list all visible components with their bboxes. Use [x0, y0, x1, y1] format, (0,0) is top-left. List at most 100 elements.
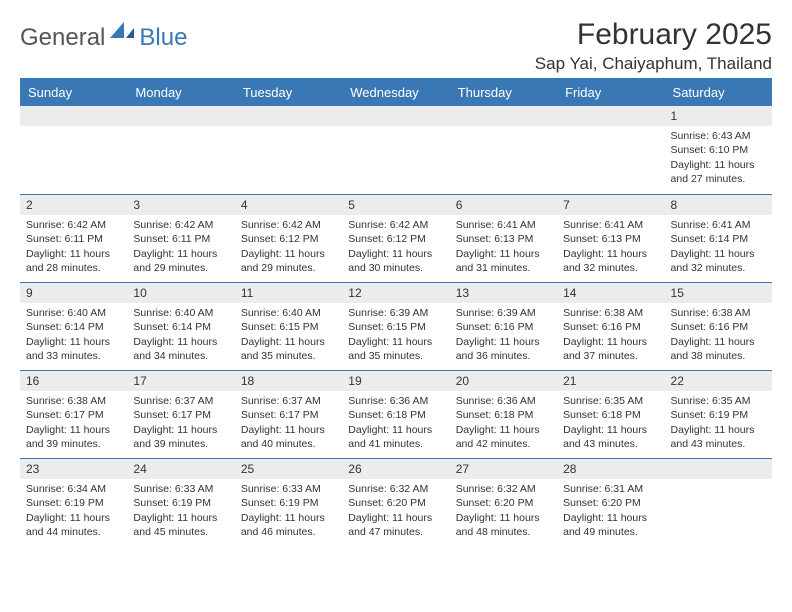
daylight-text: Daylight: 11 hours and 34 minutes. [133, 335, 228, 363]
calendar-cell-empty [557, 106, 664, 194]
calendar-cell-empty [20, 106, 127, 194]
location-text: Sap Yai, Chaiyaphum, Thailand [535, 54, 772, 74]
sunset-text: Sunset: 6:18 PM [348, 408, 443, 422]
cell-body: Sunrise: 6:35 AMSunset: 6:19 PMDaylight:… [665, 391, 772, 455]
day-number [20, 106, 127, 126]
sunrise-text: Sunrise: 6:32 AM [348, 482, 443, 496]
weeks-container: 1Sunrise: 6:43 AMSunset: 6:10 PMDaylight… [20, 106, 772, 546]
daylight-text: Daylight: 11 hours and 29 minutes. [133, 247, 228, 275]
cell-body: Sunrise: 6:42 AMSunset: 6:11 PMDaylight:… [20, 215, 127, 279]
daylight-text: Daylight: 11 hours and 49 minutes. [563, 511, 658, 539]
day-header-row: SundayMondayTuesdayWednesdayThursdayFrid… [20, 80, 772, 106]
sunset-text: Sunset: 6:17 PM [241, 408, 336, 422]
daylight-text: Daylight: 11 hours and 41 minutes. [348, 423, 443, 451]
day-number: 5 [342, 194, 449, 215]
sunrise-text: Sunrise: 6:32 AM [456, 482, 551, 496]
sunset-text: Sunset: 6:19 PM [133, 496, 228, 510]
calendar-cell: 2Sunrise: 6:42 AMSunset: 6:11 PMDaylight… [20, 194, 127, 282]
day-header: Monday [127, 80, 234, 106]
calendar-cell: 14Sunrise: 6:38 AMSunset: 6:16 PMDayligh… [557, 282, 664, 370]
logo-text-blue: Blue [139, 24, 187, 52]
daylight-text: Daylight: 11 hours and 43 minutes. [563, 423, 658, 451]
sunset-text: Sunset: 6:13 PM [456, 232, 551, 246]
day-number: 12 [342, 282, 449, 303]
sunset-text: Sunset: 6:20 PM [563, 496, 658, 510]
calendar-cell: 3Sunrise: 6:42 AMSunset: 6:11 PMDaylight… [127, 194, 234, 282]
cell-body: Sunrise: 6:40 AMSunset: 6:14 PMDaylight:… [127, 303, 234, 367]
calendar-cell: 11Sunrise: 6:40 AMSunset: 6:15 PMDayligh… [235, 282, 342, 370]
day-number [235, 106, 342, 126]
sunset-text: Sunset: 6:18 PM [456, 408, 551, 422]
calendar-cell: 19 Sunrise: 6:36 AMSunset: 6:18 PMDayligh… [342, 370, 449, 458]
sunset-text: Sunset: 6:14 PM [671, 232, 766, 246]
brand-logo: General Blue [20, 24, 187, 52]
daylight-text: Daylight: 11 hours and 37 minutes. [563, 335, 658, 363]
cell-body: Sunrise: 6:31 AMSunset: 6:20 PMDaylight:… [557, 479, 664, 543]
calendar-cell-empty [342, 106, 449, 194]
daylight-text: Daylight: 11 hours and 39 minutes. [133, 423, 228, 451]
sunrise-text: Sunrise: 6:38 AM [671, 306, 766, 320]
calendar-cell: 27Sunrise: 6:32 AMSunset: 6:20 PMDayligh… [450, 458, 557, 546]
day-number: 8 [665, 194, 772, 215]
day-number: 6 [450, 194, 557, 215]
calendar-cell: 7Sunrise: 6:41 AMSunset: 6:13 PMDaylight… [557, 194, 664, 282]
calendar-cell: 22Sunrise: 6:35 AMSunset: 6:19 PMDayligh… [665, 370, 772, 458]
sunset-text: Sunset: 6:19 PM [671, 408, 766, 422]
sunset-text: Sunset: 6:18 PM [563, 408, 658, 422]
sunset-text: Sunset: 6:16 PM [563, 320, 658, 334]
sunrise-text: Sunrise: 6:40 AM [241, 306, 336, 320]
calendar-cell-empty [665, 458, 772, 546]
day-number: 7 [557, 194, 664, 215]
day-number: 28 [557, 458, 664, 479]
sunset-text: Sunset: 6:13 PM [563, 232, 658, 246]
cell-body: Sunrise: 6:33 AMSunset: 6:19 PMDaylight:… [127, 479, 234, 543]
calendar-cell: 9Sunrise: 6:40 AMSunset: 6:14 PMDaylight… [20, 282, 127, 370]
day-number: 25 [235, 458, 342, 479]
day-number: 14 [557, 282, 664, 303]
logo-sail-icon [110, 20, 136, 45]
day-number [450, 106, 557, 126]
day-number [342, 106, 449, 126]
page-header: General Blue February 2025 Sap Yai, Chai… [20, 18, 772, 74]
sunrise-text: Sunrise: 6:39 AM [348, 306, 443, 320]
sunrise-text: Sunrise: 6:38 AM [26, 394, 121, 408]
calendar-cell: 20Sunrise: 6:36 AMSunset: 6:18 PMDayligh… [450, 370, 557, 458]
sunrise-text: Sunrise: 6:40 AM [133, 306, 228, 320]
sunrise-text: Sunrise: 6:42 AM [133, 218, 228, 232]
cell-body: Sunrise: 6:33 AMSunset: 6:19 PMDaylight:… [235, 479, 342, 543]
day-number: 18 [235, 370, 342, 391]
cell-body: Sunrise: 6:34 AMSunset: 6:19 PMDaylight:… [20, 479, 127, 543]
daylight-text: Daylight: 11 hours and 36 minutes. [456, 335, 551, 363]
calendar-cell-empty [235, 106, 342, 194]
daylight-text: Daylight: 11 hours and 46 minutes. [241, 511, 336, 539]
day-header: Tuesday [235, 80, 342, 106]
calendar-cell: 6Sunrise: 6:41 AMSunset: 6:13 PMDaylight… [450, 194, 557, 282]
daylight-text: Daylight: 11 hours and 47 minutes. [348, 511, 443, 539]
sunrise-text: Sunrise: 6:39 AM [456, 306, 551, 320]
sunrise-text: Sunrise: 6:42 AM [348, 218, 443, 232]
day-number [127, 106, 234, 126]
daylight-text: Daylight: 11 hours and 33 minutes. [26, 335, 121, 363]
calendar-cell: 18Sunrise: 6:37 AMSunset: 6:17 PMDayligh… [235, 370, 342, 458]
sunset-text: Sunset: 6:10 PM [671, 143, 766, 157]
sunrise-text: Sunrise: 6:37 AM [241, 394, 336, 408]
calendar-cell: 5Sunrise: 6:42 AMSunset: 6:12 PMDaylight… [342, 194, 449, 282]
daylight-text: Daylight: 11 hours and 44 minutes. [26, 511, 121, 539]
cell-body: Sunrise: 6:37 AMSunset: 6:17 PMDaylight:… [127, 391, 234, 455]
sunrise-text: Sunrise: 6:36 AM [348, 394, 443, 408]
sunset-text: Sunset: 6:19 PM [241, 496, 336, 510]
sunrise-text: Sunrise: 6:41 AM [456, 218, 551, 232]
sunset-text: Sunset: 6:16 PM [456, 320, 551, 334]
calendar-cell: 28Sunrise: 6:31 AMSunset: 6:20 PMDayligh… [557, 458, 664, 546]
daylight-text: Daylight: 11 hours and 45 minutes. [133, 511, 228, 539]
cell-body: Sunrise: 6:38 AMSunset: 6:16 PMDaylight:… [557, 303, 664, 367]
sunset-text: Sunset: 6:11 PM [26, 232, 121, 246]
day-number: 19 [342, 370, 449, 391]
sunrise-text: Sunrise: 6:41 AM [563, 218, 658, 232]
cell-body: Sunrise: 6:40 AMSunset: 6:15 PMDaylight:… [235, 303, 342, 367]
day-number: 9 [20, 282, 127, 303]
sunrise-text: Sunrise: 6:35 AM [671, 394, 766, 408]
day-header: Sunday [20, 80, 127, 106]
daylight-text: Daylight: 11 hours and 27 minutes. [671, 158, 766, 186]
day-number: 11 [235, 282, 342, 303]
